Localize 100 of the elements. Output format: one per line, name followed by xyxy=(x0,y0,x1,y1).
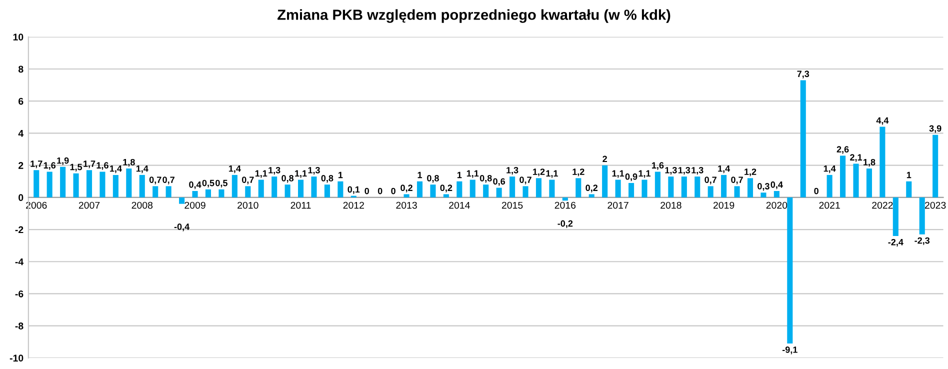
data-label: 1,3 xyxy=(308,166,320,175)
x-tick-label: 2009 xyxy=(184,202,206,209)
data-label: -0,2 xyxy=(558,220,573,228)
bar xyxy=(642,180,648,198)
bar xyxy=(721,174,727,198)
data-label: 1,1 xyxy=(466,170,479,178)
data-label: 1,3 xyxy=(268,166,280,175)
bar xyxy=(404,194,410,198)
bar xyxy=(787,197,793,344)
x-tick-label: 2018 xyxy=(660,202,682,209)
bar xyxy=(536,178,542,198)
bar xyxy=(192,190,198,198)
data-label: 2 xyxy=(602,156,607,162)
bar xyxy=(272,176,278,198)
x-tick-label: 2014 xyxy=(449,202,470,209)
data-label: 1,4 xyxy=(136,165,148,174)
bar xyxy=(258,180,264,198)
x-tick-label: 2013 xyxy=(396,202,417,209)
x-tick-label: 2017 xyxy=(608,202,628,209)
bar xyxy=(932,134,938,198)
x-tick-label: 2023 xyxy=(925,202,946,209)
data-label: 0,2 xyxy=(586,184,598,192)
bar xyxy=(324,184,330,198)
y-tick-label: -8 xyxy=(15,322,24,330)
data-label: 4,4 xyxy=(876,117,889,125)
data-label: 0 xyxy=(378,188,382,194)
data-label: 0,6 xyxy=(493,178,506,186)
data-label: 1,4 xyxy=(824,165,836,174)
y-tick-label: 8 xyxy=(18,66,24,73)
data-label: 1,6 xyxy=(44,162,56,170)
bar xyxy=(654,172,660,198)
bar xyxy=(338,181,344,198)
bar xyxy=(588,194,594,198)
data-label: 1,2 xyxy=(744,168,756,176)
bar xyxy=(892,197,898,236)
bar xyxy=(232,174,238,198)
data-label: 7,3 xyxy=(797,70,810,78)
bar xyxy=(668,176,674,198)
bar xyxy=(522,186,528,198)
x-tick-label: 2012 xyxy=(343,202,364,209)
x-tick-label: 2019 xyxy=(713,202,734,209)
data-label: -9,1 xyxy=(782,346,798,354)
bar xyxy=(311,176,317,198)
data-label: 0,9 xyxy=(625,173,638,182)
y-tick-label: -4 xyxy=(15,258,24,266)
data-label: 1,1 xyxy=(638,170,651,178)
x-tick-label: 2010 xyxy=(238,202,258,209)
bar xyxy=(139,174,145,198)
bar xyxy=(73,173,79,198)
data-label: 1,1 xyxy=(546,170,558,178)
bar xyxy=(483,184,489,198)
x-tick-label: 2008 xyxy=(132,202,153,209)
bar xyxy=(443,194,449,198)
data-label: 0 xyxy=(364,188,370,194)
data-label: 1 xyxy=(338,172,343,178)
bar xyxy=(840,156,846,198)
data-label: 0,8 xyxy=(427,175,439,183)
bar xyxy=(708,186,714,198)
data-label: 0,5 xyxy=(202,180,214,188)
x-tick-label: 2011 xyxy=(290,202,311,209)
bar xyxy=(60,166,66,198)
bar xyxy=(853,164,859,198)
bar xyxy=(747,178,754,198)
bar xyxy=(470,180,476,198)
data-label: 0,8 xyxy=(480,175,492,183)
data-label: -0,4 xyxy=(174,224,190,232)
bar xyxy=(628,182,634,198)
bar xyxy=(46,172,52,198)
bar xyxy=(245,186,251,198)
data-label: 1,4 xyxy=(110,165,122,174)
data-label: 1,4 xyxy=(228,165,241,174)
data-label: 0,4 xyxy=(770,181,783,190)
bar xyxy=(34,170,40,198)
data-label: 1,1 xyxy=(612,170,624,178)
data-label: 1,3 xyxy=(692,166,704,175)
data-label: 1 xyxy=(457,172,462,178)
data-label: -2,3 xyxy=(914,237,930,246)
data-label: 1,8 xyxy=(864,158,876,167)
bar xyxy=(112,174,118,198)
bar xyxy=(880,126,886,198)
data-label: 1,6 xyxy=(96,162,108,170)
bar xyxy=(615,180,621,198)
data-label: 0,3 xyxy=(758,183,770,191)
data-label: 0,7 xyxy=(149,176,162,184)
bar xyxy=(496,188,502,198)
bar xyxy=(456,181,462,198)
bar xyxy=(919,197,925,234)
x-tick-label: 2016 xyxy=(554,202,576,209)
data-label: 1,1 xyxy=(255,170,268,178)
data-label: 0,5 xyxy=(216,180,228,188)
bar xyxy=(100,172,106,198)
bar xyxy=(760,192,766,198)
bar xyxy=(416,181,423,198)
bar xyxy=(694,176,700,198)
bar xyxy=(126,168,132,198)
data-label: 1,7 xyxy=(30,160,42,168)
data-label: 0,4 xyxy=(189,181,202,190)
bar xyxy=(826,174,832,198)
data-label: 1,2 xyxy=(572,168,584,176)
bar xyxy=(549,180,555,198)
